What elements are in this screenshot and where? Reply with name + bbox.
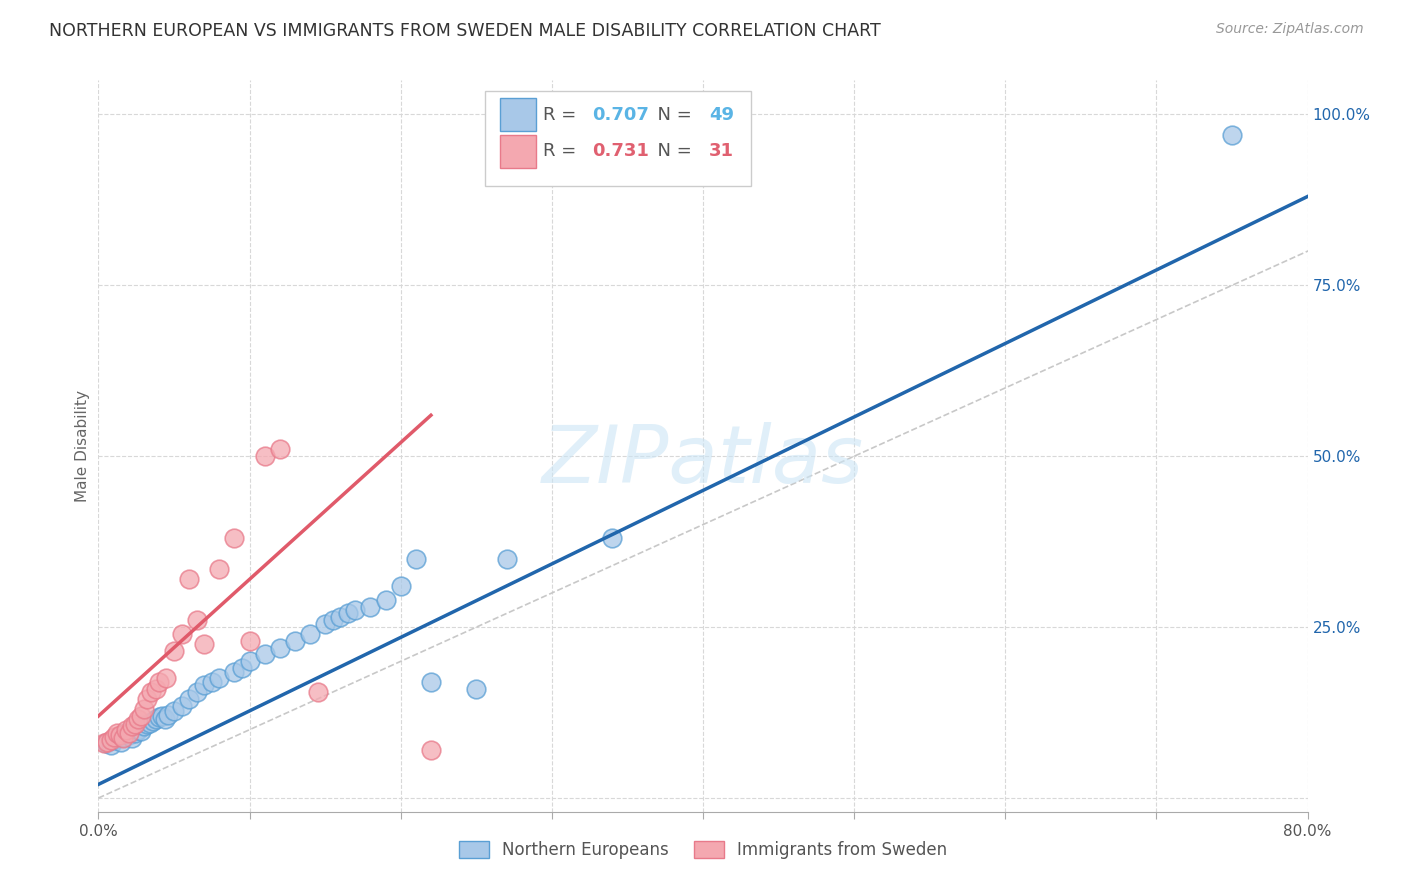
Point	[253, 648, 276, 662]
Point	[344, 603, 367, 617]
Text: 49: 49	[709, 105, 734, 124]
Point	[231, 661, 253, 675]
Point	[201, 674, 224, 689]
Point	[108, 728, 131, 742]
Point	[150, 709, 173, 723]
Point	[105, 731, 128, 745]
Point	[224, 665, 246, 679]
Point	[121, 731, 143, 745]
Point	[124, 717, 146, 731]
Point	[465, 681, 488, 696]
Text: N =: N =	[647, 142, 697, 161]
Point	[100, 733, 122, 747]
Legend: Northern Europeans, Immigrants from Sweden: Northern Europeans, Immigrants from Swed…	[453, 834, 953, 865]
Point	[129, 709, 152, 723]
Point	[114, 723, 136, 737]
Point	[132, 719, 155, 733]
Point	[153, 713, 176, 727]
Point	[322, 613, 344, 627]
Point	[129, 724, 152, 739]
Point	[156, 707, 179, 722]
Point	[170, 698, 193, 713]
Point	[389, 579, 412, 593]
Point	[155, 672, 177, 686]
Point	[127, 713, 149, 727]
Point	[420, 674, 443, 689]
Point	[239, 654, 262, 668]
Point	[186, 613, 208, 627]
Point	[269, 640, 291, 655]
Point	[124, 726, 146, 740]
Point	[208, 562, 231, 576]
Point	[135, 692, 157, 706]
Point	[284, 633, 307, 648]
Point	[314, 616, 336, 631]
Bar	[485, 91, 751, 186]
Bar	[501, 135, 536, 168]
Point	[224, 531, 246, 545]
Text: ZIPatlas: ZIPatlas	[541, 422, 865, 500]
Text: NORTHERN EUROPEAN VS IMMIGRANTS FROM SWEDEN MALE DISABILITY CORRELATION CHART: NORTHERN EUROPEAN VS IMMIGRANTS FROM SWE…	[49, 22, 882, 40]
Point	[103, 733, 125, 747]
Point	[121, 719, 143, 733]
Point	[111, 730, 134, 744]
Point	[114, 726, 136, 740]
Point	[360, 599, 382, 614]
Point	[103, 730, 125, 744]
Y-axis label: Male Disability: Male Disability	[75, 390, 90, 502]
Point	[193, 678, 215, 692]
Text: R =: R =	[543, 142, 582, 161]
Point	[179, 692, 201, 706]
Point	[253, 449, 276, 463]
Point	[148, 674, 170, 689]
Point	[142, 714, 165, 729]
Point	[105, 726, 128, 740]
Point	[186, 685, 208, 699]
Text: 0.731: 0.731	[592, 142, 648, 161]
Text: N =: N =	[647, 105, 697, 124]
Point	[307, 685, 329, 699]
Point	[145, 681, 167, 696]
Point	[135, 717, 157, 731]
Point	[1220, 128, 1243, 142]
Point	[141, 685, 163, 699]
Text: Source: ZipAtlas.com: Source: ZipAtlas.com	[1216, 22, 1364, 37]
Point	[239, 633, 262, 648]
Point	[118, 728, 141, 742]
Point	[96, 735, 118, 749]
Point	[374, 592, 396, 607]
Text: 0.707: 0.707	[592, 105, 648, 124]
Point	[110, 735, 132, 749]
Point	[170, 627, 193, 641]
Point	[329, 610, 352, 624]
Text: R =: R =	[543, 105, 582, 124]
Point	[495, 551, 517, 566]
Point	[336, 607, 359, 621]
Point	[602, 531, 624, 545]
Point	[163, 644, 186, 658]
Point	[405, 551, 427, 566]
Point	[208, 672, 231, 686]
Point	[163, 704, 186, 718]
Point	[193, 637, 215, 651]
Bar	[501, 98, 536, 131]
Point	[127, 723, 149, 737]
Point	[100, 738, 122, 752]
Point	[94, 736, 117, 750]
Point	[132, 702, 155, 716]
Point	[148, 710, 170, 724]
Point	[118, 726, 141, 740]
Point	[269, 442, 291, 457]
Point	[179, 572, 201, 586]
Point	[139, 715, 162, 730]
Point	[111, 731, 134, 745]
Point	[420, 743, 443, 757]
Point	[299, 627, 322, 641]
Point	[145, 713, 167, 727]
Text: 31: 31	[709, 142, 734, 161]
Point	[93, 736, 115, 750]
